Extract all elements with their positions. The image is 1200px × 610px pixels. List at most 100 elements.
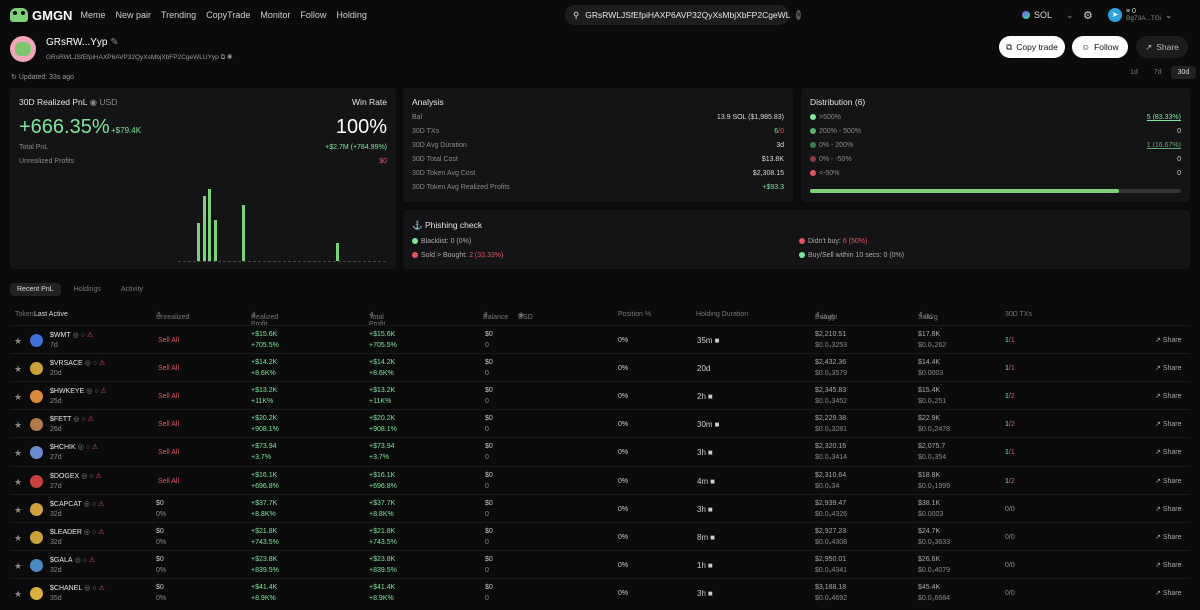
token-name-cell[interactable]: $FETT ◎ ○ ⚠ xyxy=(50,415,94,423)
table-row[interactable]: ★ $CHANEL ◎ ○ ⚠ 35d $0 0% +$41.4K +8.9K% +$41.4K… xyxy=(10,577,1190,606)
nav-follow[interactable]: Follow xyxy=(300,10,327,20)
sell-all-button[interactable]: Sell All xyxy=(158,449,180,457)
explorer-icon[interactable]: ◉ xyxy=(227,53,233,61)
holding-duration-value: 30m xyxy=(697,420,713,430)
token-name-cell[interactable]: $CHANEL ◎ ○ ⚠ xyxy=(50,584,105,592)
account-address: Bg73A...TGi xyxy=(1126,15,1162,22)
table-row[interactable]: ★ $HCHIK ◎ ○ ⚠ 27d Sell All +$73.94 +3.7% +$73.… xyxy=(10,437,1190,465)
table-row[interactable]: ★ $FETT ◎ ○ ⚠ 26d Sell All +$20.2K +908.1% +$20… xyxy=(10,409,1190,437)
token-name-cell[interactable]: $HWKEYE ◎ ○ ⚠ xyxy=(50,387,107,395)
col-balance[interactable]: Balance ⇕ xyxy=(483,312,509,321)
settings-gear-icon[interactable]: ⚙ xyxy=(1083,9,1093,22)
row-share-button[interactable]: ↗ Share xyxy=(1155,392,1182,400)
table-row[interactable]: ★ $VRSACE ◎ ○ ⚠ 20d Sell All +$14.2K +8.6K% +$1… xyxy=(10,353,1190,381)
favorite-star-icon[interactable]: ★ xyxy=(14,532,23,543)
nav-holding[interactable]: Holding xyxy=(336,10,367,20)
distribution-count[interactable]: 5 (83.33%) xyxy=(1146,114,1181,121)
token-name-cell[interactable]: $DOGEX ◎ ○ ⚠ xyxy=(50,472,102,480)
edit-icon[interactable]: ✎ xyxy=(110,36,119,48)
col-usd[interactable]: USD ◉ xyxy=(518,312,533,321)
table-row[interactable]: ★ $GALA ◎ ○ ⚠ 32d $0 0% +$23.8K +839.5% +$23.8K +… xyxy=(10,549,1190,578)
token-symbol[interactable]: $LEADER xyxy=(50,528,82,536)
copy-icon[interactable]: ⧉ xyxy=(220,53,226,61)
token-symbol[interactable]: $CHANEL xyxy=(50,584,83,592)
nav-meme[interactable]: Meme xyxy=(80,10,106,20)
nav-monitor[interactable]: Monitor xyxy=(260,10,291,20)
nav-trending[interactable]: Trending xyxy=(160,10,197,20)
token-symbol[interactable]: $CAPCAT xyxy=(50,500,82,508)
token-symbol[interactable]: $WMT xyxy=(50,332,71,339)
tab-recent-pnl[interactable]: Recent PnL xyxy=(10,283,61,296)
token-symbol[interactable]: $HWKEYE xyxy=(50,388,85,396)
follow-button[interactable]: ☺ Follow xyxy=(1072,36,1128,58)
row-share-button[interactable]: ↗ Share xyxy=(1155,533,1182,541)
favorite-star-icon[interactable]: ★ xyxy=(14,476,23,487)
col-bought[interactable]: Bought ⇕/Avg xyxy=(815,312,838,321)
col-unrealized[interactable]: Unrealized ⇕ xyxy=(156,312,190,321)
col-30d-txs[interactable]: 30D TXs xyxy=(1005,311,1033,318)
favorite-star-icon[interactable]: ★ xyxy=(14,420,23,431)
table-row[interactable]: ★ $WMT ◎ ○ ⚠ 7d Sell All +$15.6K +705.5% +$15.6… xyxy=(10,325,1190,353)
col-total-profit[interactable]: Total Profit ⇕ xyxy=(369,312,386,328)
distribution-count[interactable]: 1 (16.67%) xyxy=(1146,142,1181,149)
table-row[interactable]: ★ $DOGEX ◎ ○ ⚠ 27d Sell All +$16.1K +696.8% +$1… xyxy=(10,465,1190,494)
row-share-button[interactable]: ↗ Share xyxy=(1155,561,1182,569)
sell-all-button[interactable]: Sell All xyxy=(158,477,180,485)
sell-all-button[interactable]: Sell All xyxy=(158,365,180,373)
token-name-cell[interactable]: $HCHIK ◎ ○ ⚠ xyxy=(50,443,98,451)
search-input[interactable]: GRsRWLJSfEfpiHAXP6AVP32QyXsMbjXbFP2CgeWL xyxy=(585,10,791,20)
favorite-star-icon[interactable]: ★ xyxy=(14,364,23,375)
token-symbol[interactable]: $GALA xyxy=(50,556,73,564)
favorite-star-icon[interactable]: ★ xyxy=(14,392,23,403)
tab-1d[interactable]: 1d xyxy=(1130,69,1138,76)
col-holding-duration[interactable]: Holding Duration xyxy=(696,311,749,318)
copy-trade-button[interactable]: ⧉ Copy trade xyxy=(999,36,1065,58)
nav-new-pair[interactable]: New pair xyxy=(115,10,151,20)
share-button[interactable]: ↗ Share xyxy=(1136,36,1188,58)
token-name-cell[interactable]: $VRSACE ◎ ○ ⚠ xyxy=(50,359,105,367)
token-name-cell[interactable]: $WMT ◎ ○ ⚠ xyxy=(50,331,93,339)
logo[interactable]: GMGN xyxy=(10,8,72,23)
tab-30d[interactable]: 30d xyxy=(1170,66,1197,79)
row-share-button[interactable]: ↗ Share xyxy=(1155,420,1182,428)
favorite-star-icon[interactable]: ★ xyxy=(14,336,23,346)
favorite-star-icon[interactable]: ★ xyxy=(14,448,23,459)
table-row[interactable]: ★ $HWKEYE ◎ ○ ⚠ 25d Sell All +$13.2K +11K% +$13… xyxy=(10,381,1190,409)
row-share-button[interactable]: ↗ Share xyxy=(1155,364,1182,372)
favorite-star-icon[interactable]: ★ xyxy=(14,588,23,599)
row-share-button[interactable]: ↗ Share xyxy=(1155,505,1182,513)
account-menu[interactable]: ➤ ≡ 0 Bg73A...TGi ⌄ xyxy=(1108,0,1172,30)
token-symbol[interactable]: $HCHIK xyxy=(50,444,76,452)
tab-7d[interactable]: 7d xyxy=(1153,69,1162,76)
row-share-button[interactable]: ↗ Share xyxy=(1155,589,1182,597)
chain-selector[interactable]: SOL ⌄ xyxy=(1022,0,1074,30)
sell-all-button[interactable]: Sell All xyxy=(158,337,180,344)
clear-search-icon[interactable]: × xyxy=(796,10,802,20)
row-share-button[interactable]: ↗ Share xyxy=(1155,448,1182,456)
favorite-star-icon[interactable]: ★ xyxy=(14,560,23,571)
token-name-cell[interactable]: $LEADER ◎ ○ ⚠ xyxy=(50,528,104,536)
token-symbol[interactable]: $FETT xyxy=(50,416,72,424)
col-position[interactable]: Position % xyxy=(618,311,652,318)
row-share-button[interactable]: ↗ Share xyxy=(1155,477,1182,485)
token-symbol[interactable]: $VRSACE xyxy=(50,360,83,368)
table-row[interactable]: ★ $CAPCAT ◎ ○ ⚠ 32d $0 0% +$37.7K +8.8K% +$37.7K… xyxy=(10,493,1190,522)
sell-all-button[interactable]: Sell All xyxy=(158,421,180,429)
txs-separator: / xyxy=(1008,505,1011,513)
token-name-cell[interactable]: $GALA ◎ ○ ⚠ xyxy=(50,556,95,564)
tab-holdings[interactable]: Holdings xyxy=(73,286,101,293)
table-row[interactable]: ★ $LEADER ◎ ○ ⚠ 32d $0 0% +$21.8K +743.5% +$21.8… xyxy=(10,521,1190,550)
sell-all-button[interactable]: Sell All xyxy=(158,393,180,401)
favorite-star-icon[interactable]: ★ xyxy=(14,504,23,515)
col-last-active[interactable]: Last Active xyxy=(34,311,68,318)
token-symbol[interactable]: $DOGEX xyxy=(50,472,80,480)
row-share-button[interactable]: ↗ Share xyxy=(1155,336,1182,344)
unit-toggle[interactable]: ◉ USD xyxy=(89,97,118,107)
token-name-cell[interactable]: $CAPCAT ◎ ○ ⚠ xyxy=(50,500,104,508)
col-realized-profit[interactable]: Realized Profit ⇕ xyxy=(251,312,279,328)
search-bar[interactable]: ⚲ GRsRWLJSfEfpiHAXP6AVP32QyXsMbjXbFP2Cge… xyxy=(565,5,802,25)
col-token[interactable]: Token xyxy=(15,311,34,318)
nav-copytrade[interactable]: CopyTrade xyxy=(206,10,251,20)
tab-activity[interactable]: Activity xyxy=(120,286,144,293)
col-sold[interactable]: Sold ⇕/Avg xyxy=(918,312,938,321)
